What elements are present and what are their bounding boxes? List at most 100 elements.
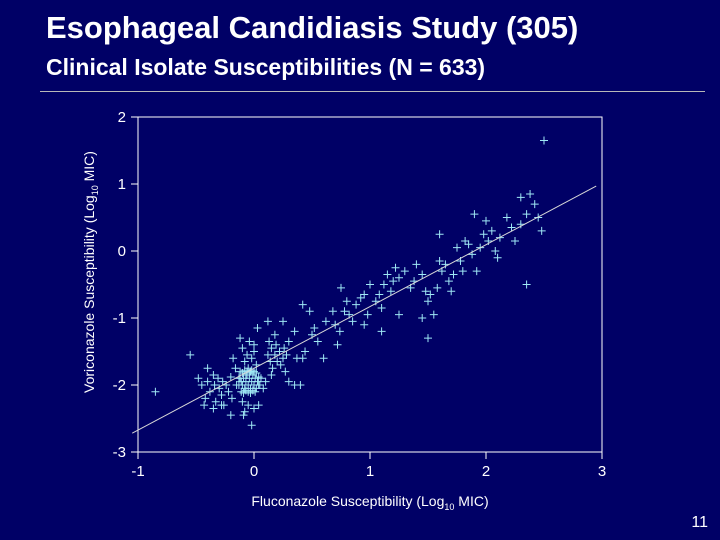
data-point bbox=[412, 260, 421, 269]
data-point bbox=[214, 374, 223, 383]
data-point bbox=[210, 381, 219, 389]
data-point bbox=[247, 354, 256, 363]
data-point bbox=[321, 317, 330, 326]
data-point bbox=[310, 324, 319, 333]
data-point bbox=[243, 350, 252, 359]
data-point bbox=[275, 347, 284, 356]
y-axis-ticks: 2 1 0 -1 -2 -3 bbox=[113, 109, 138, 461]
data-point bbox=[540, 136, 548, 145]
data-point bbox=[240, 407, 249, 416]
x-axis-label-sub: 10 bbox=[444, 502, 454, 512]
data-point bbox=[238, 397, 247, 406]
data-point bbox=[337, 283, 345, 292]
data-point bbox=[261, 377, 270, 386]
data-point bbox=[449, 270, 458, 279]
x-axis-ticks: -1 0 1 2 3 bbox=[131, 452, 606, 480]
data-point bbox=[400, 267, 409, 276]
data-point bbox=[250, 340, 258, 349]
data-point bbox=[502, 213, 511, 222]
data-point bbox=[217, 401, 226, 410]
data-point bbox=[281, 367, 290, 376]
data-point bbox=[424, 334, 432, 343]
title-divider bbox=[40, 91, 705, 92]
data-point bbox=[253, 324, 262, 333]
data-point bbox=[366, 280, 374, 289]
data-points bbox=[151, 136, 548, 430]
data-point bbox=[391, 263, 400, 272]
data-point bbox=[313, 337, 322, 346]
data-point bbox=[194, 374, 203, 383]
data-point bbox=[522, 210, 531, 219]
data-point bbox=[226, 411, 235, 420]
data-point bbox=[511, 236, 519, 245]
data-point bbox=[250, 404, 258, 413]
data-point bbox=[236, 334, 245, 343]
y-axis-label-sub: 10 bbox=[90, 185, 100, 195]
data-point bbox=[273, 357, 282, 366]
data-point bbox=[522, 280, 531, 289]
data-point bbox=[217, 391, 226, 400]
data-point bbox=[342, 297, 351, 306]
data-point bbox=[226, 372, 235, 381]
x-axis-label: Fluconazole Susceptibility (Log10 MIC) bbox=[251, 493, 488, 512]
page-number: 11 bbox=[691, 514, 708, 531]
x-axis-label-end: MIC) bbox=[454, 493, 488, 509]
data-point bbox=[256, 374, 265, 383]
data-point bbox=[240, 357, 249, 366]
data-point bbox=[234, 381, 243, 389]
data-point bbox=[267, 370, 276, 379]
data-point bbox=[255, 381, 264, 389]
data-point bbox=[252, 368, 261, 377]
data-point bbox=[389, 277, 398, 286]
data-point bbox=[424, 297, 432, 306]
y-tick-label: 2 bbox=[118, 109, 126, 126]
data-point bbox=[375, 290, 384, 299]
data-point bbox=[458, 267, 467, 276]
data-point bbox=[263, 350, 272, 359]
data-point bbox=[151, 387, 160, 396]
data-point bbox=[356, 293, 365, 302]
data-point bbox=[203, 364, 212, 373]
data-point bbox=[186, 350, 195, 359]
x-tick-label: 0 bbox=[250, 463, 258, 480]
data-point bbox=[211, 397, 220, 406]
data-point bbox=[263, 317, 272, 326]
x-tick-label: 1 bbox=[366, 463, 374, 480]
data-point bbox=[238, 344, 247, 353]
data-point bbox=[279, 317, 287, 326]
data-point bbox=[464, 240, 473, 249]
data-point bbox=[516, 193, 525, 202]
y-tick-label: -2 bbox=[113, 377, 126, 394]
data-point bbox=[319, 354, 328, 363]
data-point bbox=[418, 270, 427, 279]
data-point bbox=[268, 364, 277, 373]
y-tick-label: 1 bbox=[118, 176, 126, 193]
data-point bbox=[360, 320, 369, 329]
data-point bbox=[227, 394, 236, 403]
data-point bbox=[482, 216, 490, 225]
data-point bbox=[250, 347, 258, 356]
data-point bbox=[363, 310, 372, 319]
x-tick-label: 3 bbox=[598, 463, 606, 480]
data-point bbox=[429, 310, 438, 319]
data-point bbox=[526, 190, 535, 199]
data-point bbox=[203, 377, 212, 386]
data-point bbox=[530, 200, 539, 209]
data-point bbox=[218, 377, 227, 386]
data-point bbox=[284, 377, 293, 386]
data-point bbox=[282, 350, 291, 359]
y-axis-label-end: MIC) bbox=[81, 151, 97, 185]
data-point bbox=[245, 337, 254, 346]
data-point bbox=[259, 384, 268, 393]
x-tick-label: 2 bbox=[482, 463, 490, 480]
data-point bbox=[383, 270, 392, 279]
data-point bbox=[267, 344, 276, 353]
data-point bbox=[296, 381, 305, 389]
data-point bbox=[209, 370, 218, 379]
data-point bbox=[377, 303, 386, 312]
data-point bbox=[395, 273, 403, 282]
data-point bbox=[247, 421, 256, 430]
data-point bbox=[479, 230, 488, 239]
data-point bbox=[468, 250, 477, 259]
